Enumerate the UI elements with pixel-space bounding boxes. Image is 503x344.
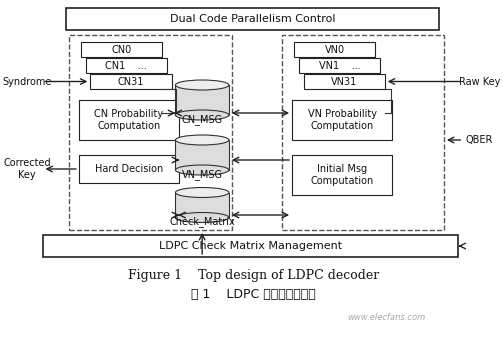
Ellipse shape (176, 110, 229, 120)
Text: Figure 1    Top design of LDPC decoder: Figure 1 Top design of LDPC decoder (128, 269, 379, 281)
Text: Raw Key: Raw Key (459, 76, 500, 86)
Text: Dual Code Parallelism Control: Dual Code Parallelism Control (170, 14, 336, 24)
Text: CN Probability
Computation: CN Probability Computation (95, 109, 163, 131)
Text: CN_MSG: CN_MSG (182, 115, 223, 126)
Text: Hard Decision: Hard Decision (95, 164, 163, 174)
Text: VN Probability
Computation: VN Probability Computation (308, 109, 377, 131)
Ellipse shape (176, 135, 229, 145)
Text: VN0: VN0 (324, 44, 345, 54)
Text: Check_Matrix: Check_Matrix (170, 216, 235, 227)
Text: VN_MSG: VN_MSG (182, 170, 223, 181)
Text: 图 1    LDPC 译码器总体设计: 图 1 LDPC 译码器总体设计 (192, 288, 316, 301)
Text: CN0: CN0 (111, 44, 131, 54)
Text: Corrected
Key: Corrected Key (4, 158, 51, 180)
Text: QBER: QBER (466, 135, 493, 145)
Text: VN31: VN31 (331, 76, 357, 86)
Bar (176, 140, 229, 170)
Text: LDPC Check Matrix Management: LDPC Check Matrix Management (159, 241, 342, 251)
Ellipse shape (176, 187, 229, 197)
Text: CN1    ...: CN1 ... (105, 61, 147, 71)
Text: www.elecfans.com: www.elecfans.com (348, 313, 426, 323)
Text: VN1    ...: VN1 ... (318, 61, 360, 71)
Text: Initial Msg
Computation: Initial Msg Computation (311, 164, 374, 186)
Ellipse shape (176, 213, 229, 223)
Text: CN31: CN31 (118, 76, 144, 86)
Ellipse shape (176, 80, 229, 90)
Bar (176, 193, 229, 217)
Text: Syndrome: Syndrome (3, 76, 52, 86)
Ellipse shape (176, 165, 229, 175)
Bar (176, 85, 229, 115)
